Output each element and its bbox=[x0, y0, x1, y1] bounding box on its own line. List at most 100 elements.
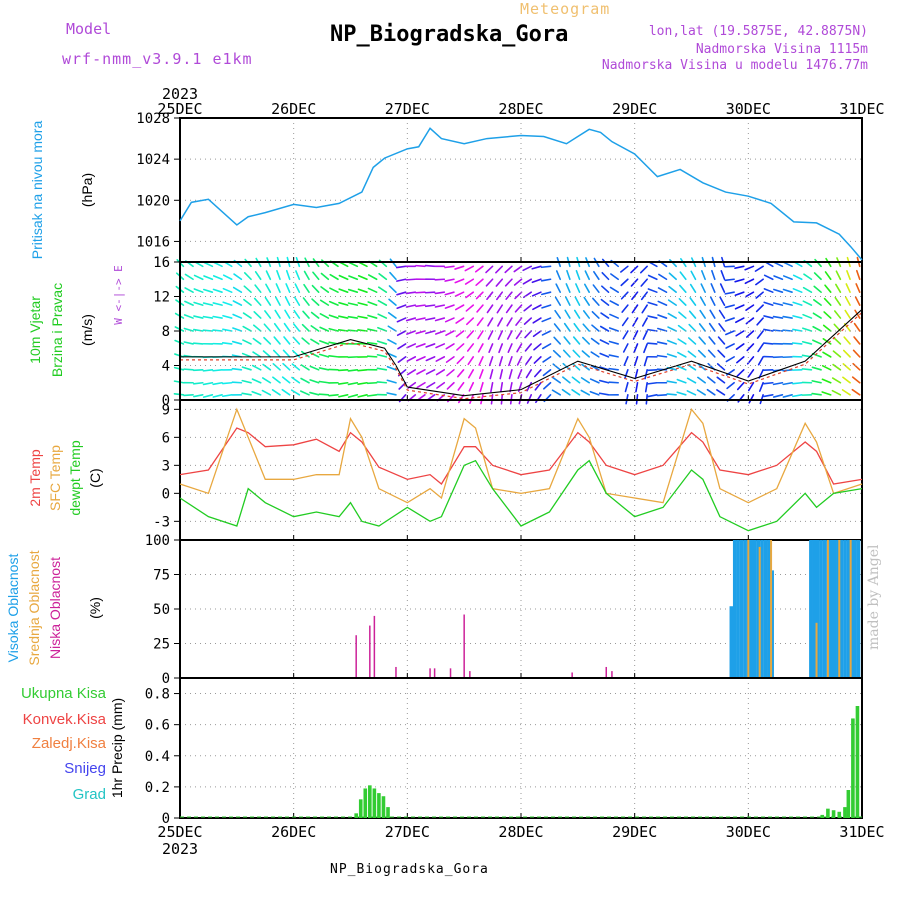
wind-arrow bbox=[573, 309, 581, 319]
wind-arrow bbox=[633, 343, 639, 354]
wind-arrow bbox=[522, 265, 533, 272]
low-cloud-bar bbox=[369, 625, 371, 678]
wind-arrow bbox=[801, 368, 813, 371]
wind-arrow bbox=[772, 381, 784, 386]
cloud-ylabel-low: Niska Oblacnost bbox=[47, 557, 63, 659]
model-label: Model bbox=[66, 20, 112, 38]
wind-arrow bbox=[678, 311, 687, 319]
wind-arrow bbox=[724, 291, 735, 295]
cloud-ytick-label: 50 bbox=[153, 602, 170, 618]
wind-arrow bbox=[823, 311, 832, 319]
wind-arrow bbox=[389, 271, 397, 281]
wind-arrow bbox=[667, 312, 677, 319]
temp-ylabel-sfc: SFC Temp bbox=[47, 445, 63, 511]
wind-arrow bbox=[263, 336, 272, 345]
wind-arrow bbox=[696, 389, 706, 396]
wind-arrow bbox=[534, 381, 542, 391]
wind-arrow bbox=[262, 363, 272, 371]
wind-arrow bbox=[475, 291, 484, 300]
wind-arrow bbox=[405, 278, 417, 281]
wind-arrow bbox=[698, 336, 706, 345]
wind-ytick-label: 8 bbox=[162, 324, 170, 340]
high-cloud-bar bbox=[763, 540, 768, 678]
wind-arrow bbox=[699, 309, 706, 319]
wind-arrow bbox=[640, 278, 648, 287]
wind-arrow bbox=[632, 317, 639, 327]
wind-arrow bbox=[589, 378, 600, 384]
wind-arrow bbox=[387, 311, 397, 319]
wind-arrow bbox=[531, 291, 542, 297]
wind-arrow bbox=[707, 376, 716, 384]
bottom-date-label: 25DEC bbox=[157, 823, 202, 841]
wind-arrow bbox=[478, 356, 484, 366]
wind-arrow bbox=[434, 278, 446, 281]
wind-arrow bbox=[631, 304, 639, 314]
wind-arrow bbox=[621, 317, 629, 327]
top-date-label: 30DEC bbox=[726, 100, 771, 118]
wind-arrow bbox=[243, 272, 252, 281]
wind-arrow bbox=[436, 381, 446, 389]
wind-arrow bbox=[232, 300, 243, 306]
wind-arrow bbox=[630, 265, 639, 274]
precip-bar bbox=[837, 811, 842, 818]
wind-arrow bbox=[276, 270, 281, 281]
wind-arrow bbox=[657, 300, 668, 306]
wind-arrow bbox=[183, 327, 194, 332]
wind-arrow bbox=[824, 271, 832, 281]
wind-arrow bbox=[726, 381, 735, 390]
high-cloud-bar bbox=[812, 540, 817, 678]
wind-arrow bbox=[212, 315, 223, 319]
wind-arrow bbox=[620, 278, 629, 287]
precip-bar bbox=[820, 814, 825, 818]
wind-arrow bbox=[677, 351, 687, 358]
mid-cloud-bar bbox=[826, 540, 829, 678]
wind-arrow bbox=[221, 342, 233, 345]
wind-arrow bbox=[802, 300, 813, 306]
wind-arrow bbox=[222, 394, 233, 398]
wind-arrow bbox=[734, 265, 745, 269]
wind-arrow bbox=[842, 349, 851, 358]
wind-arrow bbox=[621, 304, 629, 313]
wind-arrow bbox=[609, 300, 619, 306]
wind-arrow bbox=[444, 278, 455, 282]
wind-arrow bbox=[415, 291, 426, 294]
wind-arrow bbox=[487, 317, 494, 327]
temperature-ytick-label: 3 bbox=[162, 458, 170, 474]
wind-arrow bbox=[679, 271, 687, 281]
wind-arrow bbox=[265, 270, 272, 281]
cloud-ytick-label: 0 bbox=[162, 671, 170, 687]
wind-arrow bbox=[496, 304, 504, 314]
wind-arrow bbox=[552, 349, 562, 358]
wind-arrow bbox=[434, 291, 446, 295]
wind-arrow bbox=[376, 381, 388, 384]
wind-arrow bbox=[668, 272, 677, 281]
wind-arrow bbox=[725, 356, 735, 363]
precip-legend-item: Grad bbox=[73, 786, 106, 803]
wind-arrow bbox=[300, 364, 310, 371]
wind-arrow bbox=[647, 394, 658, 398]
wind-arrow bbox=[591, 324, 600, 332]
wind-arrow bbox=[253, 324, 262, 332]
wind-arrow bbox=[328, 394, 339, 397]
wind-arrow bbox=[748, 394, 755, 404]
wind-arrow bbox=[669, 259, 677, 268]
wind-arrow bbox=[241, 392, 252, 396]
wind-arrow bbox=[639, 265, 648, 274]
wind-arrow bbox=[467, 356, 475, 366]
wind-arrow bbox=[485, 278, 494, 287]
temp-ylabel-2m: 2m Temp bbox=[27, 449, 43, 507]
wind-arrow bbox=[565, 283, 571, 293]
high-cloud-bar bbox=[749, 540, 754, 678]
pressure-line bbox=[179, 127, 863, 261]
wind-arrow bbox=[852, 349, 861, 358]
bottom-date-label: 27DEC bbox=[385, 823, 430, 841]
wind-arrow bbox=[504, 278, 513, 287]
wind-arrow bbox=[212, 394, 223, 398]
wind-arrow bbox=[357, 315, 368, 319]
wind-arrow bbox=[756, 317, 764, 326]
wind-arrow bbox=[487, 330, 494, 340]
wind-arrow bbox=[792, 301, 803, 306]
wind-arrow bbox=[620, 291, 629, 300]
wind-arrow bbox=[435, 369, 446, 376]
wind-arrow bbox=[834, 296, 842, 306]
